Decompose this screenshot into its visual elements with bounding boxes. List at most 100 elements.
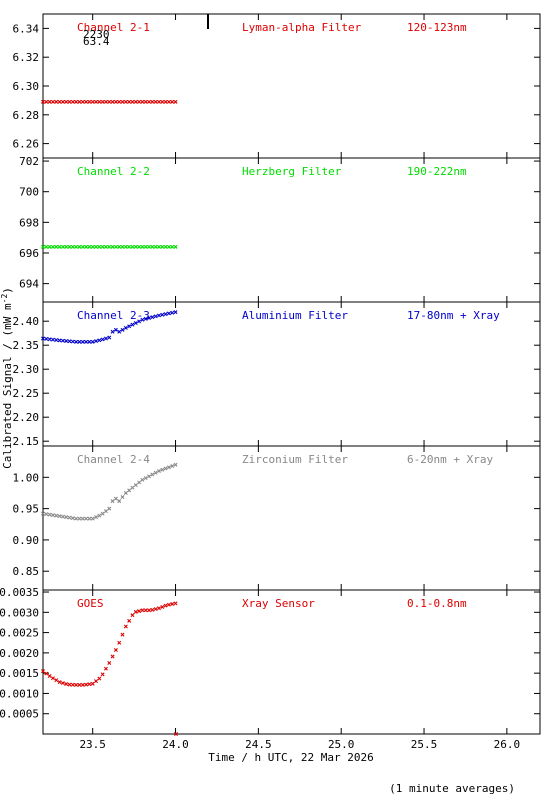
data-point — [80, 244, 85, 249]
y-tick-label: 0.85 — [13, 565, 40, 578]
data-point — [57, 99, 62, 104]
data-point — [120, 495, 125, 500]
y-tick-label: 6.32 — [13, 51, 40, 64]
data-point — [120, 244, 125, 249]
series-points — [41, 601, 178, 687]
data-point — [163, 99, 168, 104]
data-point — [41, 244, 45, 249]
data-point — [94, 339, 99, 344]
data-point — [120, 327, 125, 332]
data-point — [160, 604, 165, 609]
y-axis-title-sup: -2 — [0, 294, 9, 304]
data-point — [103, 336, 108, 341]
data-point — [74, 516, 79, 521]
x-tick-label: 24.5 — [245, 738, 272, 751]
data-point — [44, 99, 49, 104]
data-point — [44, 671, 49, 676]
data-point — [113, 99, 118, 104]
x-axis-title: Time / h UTC, 22 Mar 2026 — [208, 751, 374, 764]
panel-5: 0.0005 0.0010 0.0015 0.0020 0.0025 0.0030 0.00… — [0, 586, 541, 735]
data-point — [150, 472, 155, 477]
y-tick-label: 694 — [19, 278, 39, 291]
data-point — [123, 624, 128, 629]
data-point — [150, 315, 155, 320]
data-point — [113, 648, 118, 653]
channel-label: Channel 2-2 — [77, 165, 150, 178]
data-point — [50, 513, 55, 518]
data-point — [127, 99, 132, 104]
data-point — [41, 336, 45, 341]
data-point — [173, 462, 178, 467]
data-point — [57, 680, 62, 685]
y-tick-label: 0.0010 — [0, 687, 39, 700]
data-point — [150, 244, 155, 249]
data-point — [137, 609, 142, 614]
data-point — [70, 339, 75, 344]
data-point — [70, 244, 75, 249]
data-point — [97, 513, 102, 518]
data-point — [41, 669, 45, 674]
data-point — [170, 244, 175, 249]
data-point — [67, 515, 72, 520]
data-point — [47, 99, 52, 104]
data-point — [87, 516, 92, 521]
x-tick-label: 23.5 — [79, 738, 106, 751]
data-point — [137, 319, 142, 324]
data-point — [110, 654, 115, 659]
y-tick-label: 1.00 — [13, 471, 40, 484]
data-point — [87, 244, 92, 249]
data-point — [163, 603, 168, 608]
data-point — [140, 477, 145, 482]
data-point — [41, 511, 45, 516]
data-point — [97, 676, 102, 681]
data-point — [150, 607, 155, 612]
data-point — [110, 499, 115, 504]
data-point — [103, 509, 108, 514]
y-tick-label: 6.26 — [13, 138, 40, 151]
data-point — [84, 339, 89, 344]
band-label: 6-20nm + Xray — [407, 453, 493, 466]
data-point — [94, 679, 99, 684]
data-point — [44, 336, 49, 341]
data-point — [80, 682, 85, 687]
data-point — [163, 312, 168, 317]
data-point — [127, 244, 132, 249]
data-point — [47, 674, 52, 678]
data-point — [110, 329, 115, 334]
data-point — [100, 244, 105, 249]
y-tick-label: 6.28 — [13, 109, 40, 122]
data-point — [163, 244, 168, 249]
data-point — [156, 469, 161, 474]
data-point — [70, 516, 75, 521]
data-point — [160, 244, 165, 249]
y-tick-label: 0.95 — [13, 503, 40, 516]
band-label: 120-123nm — [407, 21, 467, 34]
data-point — [153, 314, 158, 319]
data-point — [94, 515, 99, 520]
data-point — [60, 681, 65, 686]
y-tick-label: 2.25 — [13, 387, 40, 400]
data-point — [130, 99, 135, 104]
data-point — [94, 99, 99, 104]
data-point — [74, 339, 79, 344]
data-point — [173, 310, 178, 315]
data-point — [133, 99, 138, 104]
data-point — [97, 338, 102, 343]
y-tick-label: 0.90 — [13, 534, 40, 547]
data-point — [80, 99, 85, 104]
y-tick-label: 2.30 — [13, 363, 40, 376]
x-tick-label: 25.0 — [328, 738, 355, 751]
band-label: 17-80nm + Xray — [407, 309, 500, 322]
data-point — [130, 485, 135, 490]
data-point — [77, 244, 82, 249]
data-point — [47, 512, 52, 517]
data-point — [117, 640, 122, 645]
data-point — [90, 516, 95, 521]
y-tick-label: 2.35 — [13, 339, 40, 352]
data-point — [163, 466, 168, 471]
panel-frame — [42, 157, 541, 303]
data-point — [120, 632, 125, 637]
data-point — [54, 99, 59, 104]
data-point — [156, 313, 161, 318]
y-tick-label: 0.0035 — [0, 586, 39, 599]
